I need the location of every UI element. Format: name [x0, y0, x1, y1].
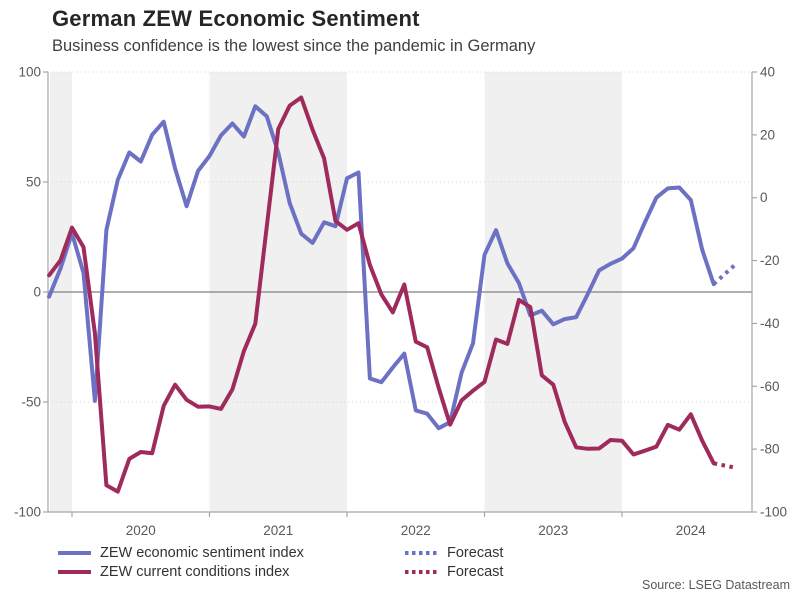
legend-item-sentiment: ZEW economic sentiment index — [58, 545, 405, 561]
legend-item-sentiment-forecast: Forecast — [405, 545, 503, 561]
left-axis-tick-label: 0 — [33, 285, 41, 300]
legend-row-2: ZEW current conditions index Forecast — [58, 562, 503, 581]
legend-item-conditions-forecast: Forecast — [405, 564, 503, 580]
left-axis-tick-label: 50 — [26, 175, 41, 190]
right-axis-tick-label: 40 — [760, 65, 775, 80]
right-axis-tick-label: 0 — [760, 190, 768, 205]
x-axis-year-label: 2023 — [538, 523, 568, 538]
left-axis-tick-label: -50 — [21, 395, 41, 410]
right-axis-tick-label: -40 — [760, 316, 780, 331]
x-axis-year-label: 2021 — [263, 523, 293, 538]
left-axis-tick-label: 100 — [18, 65, 41, 80]
right-axis-tick-label: -20 — [760, 253, 780, 268]
legend-item-conditions: ZEW current conditions index — [58, 564, 405, 580]
legend-label-conditions: ZEW current conditions index — [100, 563, 290, 580]
x-axis-year-label: 2022 — [401, 523, 431, 538]
right-axis-tick-label: -60 — [760, 379, 780, 394]
sentiment-line — [47, 104, 716, 431]
conditions-forecast-line — [713, 461, 738, 470]
sentiment-forecast-swatch — [405, 550, 438, 555]
legend-row-1: ZEW economic sentiment index Forecast — [58, 543, 503, 562]
x-axis-year-label: 2020 — [126, 523, 156, 538]
conditions-line — [47, 95, 716, 494]
legend: ZEW economic sentiment index Forecast ZE… — [58, 543, 503, 581]
legend-label-conditions-forecast: Forecast — [447, 563, 504, 580]
legend-label-sentiment: ZEW economic sentiment index — [100, 544, 304, 561]
conditions-forecast-swatch — [405, 569, 438, 574]
axes: 100 50 0 -50 -100 40 20 0 -20 -40 -60 -80 -100 2020 20… — [14, 65, 787, 539]
sentiment-forecast-line — [712, 261, 738, 286]
legend-label-sentiment-forecast: Forecast — [447, 544, 504, 561]
gridlines — [48, 71, 752, 403]
left-axis-tick-label: -100 — [14, 505, 41, 520]
right-axis-tick-label: 20 — [760, 127, 775, 142]
right-axis-tick-label: -80 — [760, 442, 780, 457]
sentiment-line-swatch — [58, 550, 91, 555]
right-axis-tick-label: -100 — [760, 505, 787, 520]
conditions-line-swatch — [58, 569, 91, 574]
chart-title: German ZEW Economic Sentiment — [52, 6, 420, 31]
source-note: Source: LSEG Datastream — [642, 578, 790, 592]
chart-subtitle: Business confidence is the lowest since … — [52, 37, 536, 55]
x-axis-year-label: 2024 — [676, 523, 707, 538]
